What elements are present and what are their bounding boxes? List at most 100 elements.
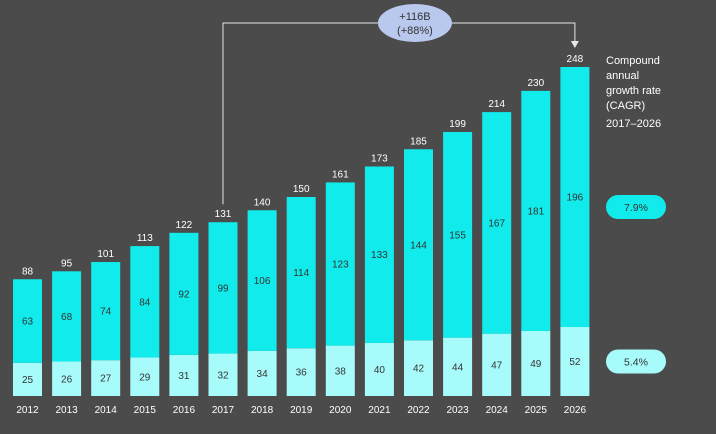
cagr-legend-line-4: (CAGR): [606, 100, 645, 112]
x-tick-2018: 2018: [251, 405, 274, 416]
segment-label-2020-series-1: 38: [335, 366, 347, 377]
segment-label-2014-series-2: 74: [100, 307, 112, 318]
segment-label-2017-series-1: 32: [217, 370, 229, 381]
callout-line-2: (+88%): [397, 25, 433, 37]
segment-label-2018-series-1: 34: [257, 369, 269, 380]
bar-segment-2026-series-2: [560, 67, 590, 328]
bar-segment-2018-series-1: [247, 350, 277, 396]
segment-label-2018-series-2: 106: [254, 276, 271, 287]
segment-label-2015-series-2: 84: [139, 297, 151, 308]
segment-label-2020-series-2: 123: [332, 260, 349, 271]
segment-label-2021-series-1: 40: [374, 365, 386, 376]
segment-label-2021-series-2: 133: [371, 250, 388, 261]
callout-line-1: +116B: [399, 11, 430, 23]
segment-label-2026-series-2: 196: [567, 193, 584, 204]
x-tick-2019: 2019: [290, 405, 313, 416]
cagr-legend-line-2: annual: [606, 70, 639, 82]
segment-label-2012-series-2: 63: [22, 317, 34, 328]
cagr-legend-line-3: growth rate: [606, 85, 661, 97]
growth-callout: +116B (+88%): [222, 4, 579, 205]
x-tick-2025: 2025: [525, 405, 548, 416]
x-tick-2014: 2014: [95, 405, 118, 416]
total-label-2022: 185: [410, 136, 427, 147]
bar-segment-2014-series-1: [91, 360, 121, 396]
bar-segment-2013-series-2: [52, 271, 82, 362]
total-label-2023: 199: [449, 119, 466, 130]
x-tick-2017: 2017: [212, 405, 235, 416]
x-tick-2015: 2015: [134, 405, 157, 416]
segment-label-2022-series-1: 42: [413, 364, 425, 375]
bar-segment-2019-series-1: [286, 348, 316, 396]
bar-segment-2021-series-1: [364, 342, 394, 396]
total-label-2017: 131: [215, 209, 232, 220]
bars-layer: 25 63 88 2012 26 68 95 2013 27 74 101 2014 29 84 113 20…: [13, 54, 590, 416]
segment-label-2016-series-1: 31: [178, 371, 190, 382]
bar-segment-2025-series-1: [521, 330, 551, 396]
total-label-2013: 95: [61, 258, 73, 269]
segment-label-2015-series-1: 29: [139, 372, 151, 383]
x-tick-2022: 2022: [407, 405, 430, 416]
x-tick-2026: 2026: [564, 405, 587, 416]
bar-segment-2021-series-2: [364, 166, 394, 343]
bar-segment-2018-series-2: [247, 210, 277, 351]
bar-segment-2017-series-2: [208, 222, 238, 354]
x-tick-2013: 2013: [55, 405, 78, 416]
segment-label-2013-series-1: 26: [61, 374, 73, 385]
cagr-badge-lower-label: 5.4%: [624, 357, 648, 369]
total-label-2024: 214: [488, 99, 505, 110]
x-tick-2016: 2016: [173, 405, 196, 416]
x-tick-2012: 2012: [16, 405, 39, 416]
segment-label-2026-series-1: 52: [569, 357, 581, 368]
cagr-legend-line-5: 2017–2026: [606, 118, 661, 130]
total-label-2026: 248: [567, 54, 584, 65]
total-label-2015: 113: [137, 233, 153, 244]
bar-segment-2014-series-2: [91, 262, 121, 361]
bar-segment-2016-series-2: [169, 232, 199, 355]
bar-segment-2026-series-1: [560, 327, 590, 396]
bar-segment-2024-series-1: [482, 333, 512, 396]
bar-segment-2020-series-2: [325, 182, 355, 346]
segment-label-2022-series-2: 144: [410, 240, 427, 251]
segment-label-2024-series-1: 47: [491, 360, 503, 371]
x-tick-2021: 2021: [368, 405, 391, 416]
segment-label-2025-series-2: 181: [527, 206, 544, 217]
bar-segment-2022-series-1: [404, 340, 433, 396]
segment-label-2014-series-1: 27: [100, 374, 112, 385]
total-label-2020: 161: [332, 169, 349, 180]
total-label-2025: 230: [527, 78, 544, 89]
bar-segment-2015-series-2: [130, 246, 160, 358]
bar-segment-2020-series-1: [325, 345, 355, 396]
total-label-2014: 101: [97, 249, 114, 260]
segment-label-2024-series-2: 167: [488, 218, 505, 229]
bar-segment-2023-series-2: [443, 132, 473, 338]
segment-label-2025-series-1: 49: [530, 359, 542, 370]
cagr-badge-lower: [606, 349, 666, 374]
bar-segment-2013-series-1: [52, 361, 82, 396]
bar-segment-2012-series-2: [13, 279, 42, 363]
total-label-2019: 150: [293, 184, 310, 195]
segment-label-2016-series-2: 92: [178, 289, 190, 300]
total-label-2012: 88: [22, 266, 34, 277]
cagr-badge-total-label: 7.9%: [624, 202, 648, 214]
arrow-down-icon: [570, 41, 579, 48]
bar-segment-2025-series-2: [521, 90, 551, 331]
bar-segment-2015-series-1: [130, 357, 160, 396]
segment-label-2013-series-2: 68: [61, 312, 73, 323]
bar-segment-2023-series-1: [443, 337, 473, 396]
segment-label-2017-series-2: 99: [217, 283, 229, 294]
callout-bubble: [377, 4, 452, 42]
x-tick-2023: 2023: [446, 405, 469, 416]
total-label-2016: 122: [176, 220, 193, 231]
bar-segment-2012-series-1: [13, 362, 42, 396]
segment-label-2019-series-1: 36: [296, 368, 308, 379]
bar-segment-2017-series-1: [208, 353, 238, 396]
bar-segment-2024-series-2: [482, 112, 512, 334]
cagr-badge-total: [606, 195, 666, 220]
segment-label-2019-series-2: 114: [293, 268, 309, 279]
segment-label-2023-series-2: 155: [449, 230, 466, 241]
total-label-2021: 173: [371, 153, 388, 164]
cagr-legend: Compound annual growth rate (CAGR) 2017–…: [606, 55, 666, 374]
bar-segment-2022-series-2: [404, 149, 433, 341]
x-tick-2024: 2024: [486, 405, 509, 416]
